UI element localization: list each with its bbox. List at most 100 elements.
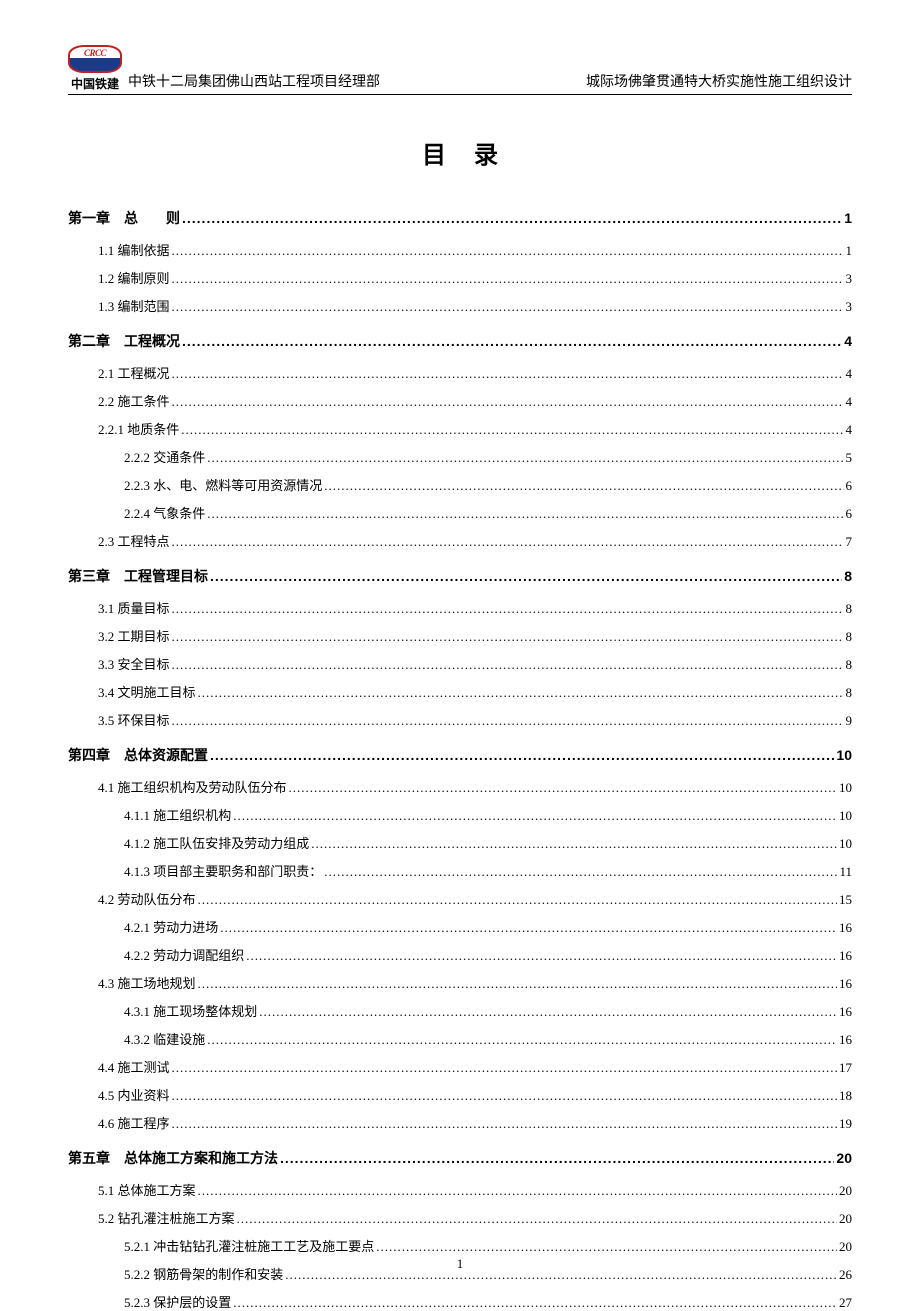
logo-company-name: 中国铁建 bbox=[71, 75, 119, 92]
toc-page-number: 10 bbox=[839, 836, 852, 852]
toc-label: 1.3 编制范围 bbox=[98, 296, 170, 315]
toc-leader bbox=[207, 1032, 837, 1048]
toc-label: 3.1 质量目标 bbox=[98, 598, 170, 617]
toc-entry: 4.6 施工程序19 bbox=[68, 1113, 852, 1132]
toc-label: 4.1 施工组织机构及劳动队伍分布 bbox=[98, 777, 287, 796]
toc-label: 4.3 施工场地规划 bbox=[98, 973, 196, 992]
page-header: CRCC 中国铁建 中铁十二局集团佛山西站工程项目经理部 城际场佛肇贯通特大桥实… bbox=[68, 45, 852, 95]
toc-leader bbox=[172, 366, 844, 382]
toc-leader bbox=[220, 920, 837, 936]
toc-page-number: 18 bbox=[839, 1088, 852, 1104]
toc-leader bbox=[259, 1004, 837, 1020]
toc-label: 第五章 总体施工方案和施工方法 bbox=[68, 1148, 278, 1168]
toc-label: 2.2.4 气象条件 bbox=[124, 503, 205, 522]
toc-entry: 4.5 内业资料 18 bbox=[68, 1085, 852, 1104]
toc-entry: 3.3 安全目标8 bbox=[68, 654, 852, 673]
toc-entry: 2.2.3 水、电、燃料等可用资源情况6 bbox=[68, 475, 852, 494]
toc-page-number: 16 bbox=[839, 920, 852, 936]
header-right-text: 城际场佛肇贯通特大桥实施性施工组织设计 bbox=[586, 71, 852, 92]
toc-entry: 4.2.2 劳动力调配组织 16 bbox=[68, 945, 852, 964]
toc-leader bbox=[207, 450, 843, 466]
toc-page-number: 15 bbox=[839, 892, 852, 908]
toc-label: 4.1.1 施工组织机构 bbox=[124, 805, 231, 824]
toc-label: 4.6 施工程序 bbox=[98, 1113, 170, 1132]
toc-entry: 4.1 施工组织机构及劳动队伍分布 10 bbox=[68, 777, 852, 796]
toc-leader bbox=[182, 210, 842, 226]
toc-page-number: 27 bbox=[839, 1295, 852, 1311]
toc-page-number: 9 bbox=[846, 713, 853, 729]
toc-page-number: 7 bbox=[846, 534, 853, 550]
toc-chapter: 第五章 总体施工方案和施工方法 20 bbox=[68, 1148, 852, 1168]
logo-mark-icon: CRCC bbox=[68, 45, 122, 73]
toc-leader bbox=[172, 601, 844, 617]
toc-entry: 4.2 劳动队伍分布15 bbox=[68, 889, 852, 908]
toc-page-number: 10 bbox=[839, 808, 852, 824]
toc-label: 3.3 安全目标 bbox=[98, 654, 170, 673]
toc-entry: 2.1 工程概况4 bbox=[68, 363, 852, 382]
toc-page-number: 16 bbox=[839, 976, 852, 992]
toc-entry: 1.2 编制原则3 bbox=[68, 268, 852, 287]
toc-leader bbox=[172, 243, 844, 259]
toc-entry: 1.1 编制依据1 bbox=[68, 240, 852, 259]
toc-leader bbox=[289, 780, 837, 796]
crcc-logo: CRCC 中国铁建 bbox=[68, 45, 122, 92]
toc-leader bbox=[198, 976, 837, 992]
toc-entry: 5.1 总体施工方案20 bbox=[68, 1180, 852, 1199]
toc-entry: 4.1.3 项目部主要职务和部门职责： 11 bbox=[68, 861, 852, 880]
toc-entry: 5.2.1 冲击钻钻孔灌注桩施工工艺及施工要点20 bbox=[68, 1236, 852, 1255]
toc-entry: 2.2 施工条件4 bbox=[68, 391, 852, 410]
toc-label: 1.2 编制原则 bbox=[98, 268, 170, 287]
toc-page-number: 8 bbox=[846, 601, 853, 617]
toc-entry: 3.2 工期目标8 bbox=[68, 626, 852, 645]
toc-label: 4.2.1 劳动力进场 bbox=[124, 917, 218, 936]
toc-page-number: 8 bbox=[846, 629, 853, 645]
toc-chapter: 第三章 工程管理目标 8 bbox=[68, 566, 852, 586]
toc-label: 4.5 内业资料 bbox=[98, 1085, 170, 1104]
toc-label: 第一章 总 则 bbox=[68, 208, 180, 228]
toc-entry: 2.3 工程特点7 bbox=[68, 531, 852, 550]
toc-page-number: 20 bbox=[836, 1150, 852, 1166]
toc-label: 4.4 施工测试 bbox=[98, 1057, 170, 1076]
toc-page-number: 4 bbox=[846, 366, 853, 382]
toc-entry: 4.1.1 施工组织机构 10 bbox=[68, 805, 852, 824]
toc-leader bbox=[207, 506, 843, 522]
toc-leader bbox=[172, 713, 844, 729]
toc-chapter: 第二章 工程概况4 bbox=[68, 331, 852, 351]
toc-leader bbox=[324, 864, 837, 880]
toc-page-number: 8 bbox=[844, 568, 852, 584]
header-left-text: 中铁十二局集团佛山西站工程项目经理部 bbox=[128, 71, 380, 92]
toc-leader bbox=[172, 657, 844, 673]
table-of-contents: 第一章 总 则 11.1 编制依据1 1.2 编制原则3 1.3 编制范围 3 第二章 工… bbox=[68, 208, 852, 1311]
toc-entry: 2.2.4 气象条件 6 bbox=[68, 503, 852, 522]
toc-page-number: 10 bbox=[839, 780, 852, 796]
toc-entry: 4.3.1 施工现场整体规划16 bbox=[68, 1001, 852, 1020]
toc-label: 4.2.2 劳动力调配组织 bbox=[124, 945, 244, 964]
header-left: CRCC 中国铁建 中铁十二局集团佛山西站工程项目经理部 bbox=[68, 45, 380, 92]
toc-label: 4.1.3 项目部主要职务和部门职责： bbox=[124, 861, 322, 880]
toc-page-number: 11 bbox=[839, 864, 852, 880]
toc-leader bbox=[198, 685, 844, 701]
toc-leader bbox=[172, 534, 844, 550]
toc-page-number: 16 bbox=[839, 948, 852, 964]
toc-page-number: 4 bbox=[846, 394, 853, 410]
toc-page-number: 16 bbox=[839, 1032, 852, 1048]
toc-leader bbox=[246, 948, 837, 964]
toc-page-number: 1 bbox=[846, 243, 853, 259]
toc-entry: 4.3 施工场地规划 16 bbox=[68, 973, 852, 992]
toc-entry: 1.3 编制范围 3 bbox=[68, 296, 852, 315]
toc-chapter: 第四章 总体资源配置10 bbox=[68, 745, 852, 765]
toc-page-number: 16 bbox=[839, 1004, 852, 1020]
page-title: 目录 bbox=[68, 135, 852, 170]
toc-leader bbox=[172, 394, 844, 410]
toc-page-number: 3 bbox=[846, 299, 853, 315]
toc-entry: 5.2 钻孔灌注桩施工方案20 bbox=[68, 1208, 852, 1227]
toc-leader bbox=[172, 1088, 837, 1104]
toc-leader bbox=[172, 271, 844, 287]
toc-leader bbox=[198, 1183, 837, 1199]
toc-leader bbox=[376, 1239, 837, 1255]
toc-entry: 4.4 施工测试17 bbox=[68, 1057, 852, 1076]
toc-page-number: 6 bbox=[846, 506, 853, 522]
toc-leader bbox=[233, 1295, 837, 1311]
toc-label: 5.1 总体施工方案 bbox=[98, 1180, 196, 1199]
toc-label: 第三章 工程管理目标 bbox=[68, 566, 208, 586]
